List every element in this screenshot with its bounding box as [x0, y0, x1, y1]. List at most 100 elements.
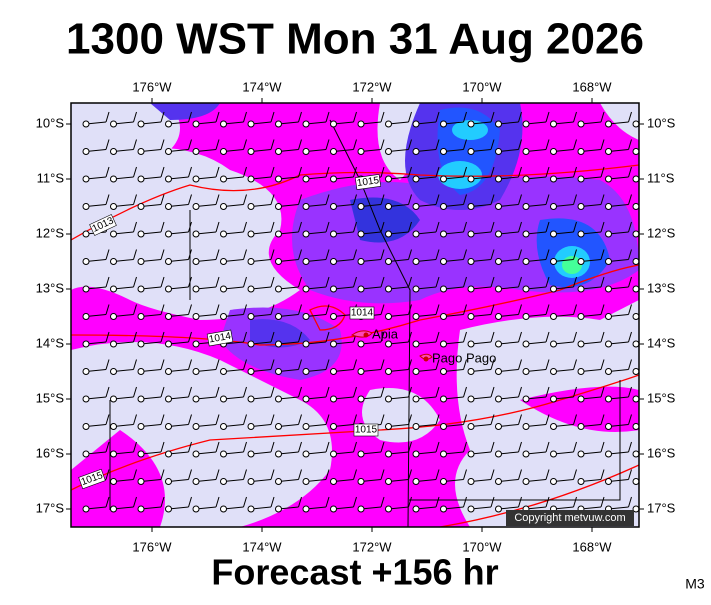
barb-flag	[325, 221, 330, 233]
barb-flag	[105, 441, 110, 453]
barb-station	[467, 285, 475, 293]
barb-station	[330, 203, 337, 210]
barb-station	[275, 368, 282, 375]
barb-flag	[656, 415, 659, 425]
isobar-label-text: 1014	[208, 331, 232, 346]
barb-station	[192, 368, 200, 375]
barb-flag	[353, 221, 357, 233]
barb-station	[137, 423, 145, 430]
barb-flag	[545, 304, 550, 315]
barb-station	[275, 450, 282, 458]
barb-station	[495, 175, 502, 183]
lat-label-right: 11°S	[647, 170, 675, 185]
isobar-label: 1015	[353, 423, 379, 437]
barb-station	[632, 285, 639, 293]
barb-flag	[298, 304, 302, 315]
barb-flag	[298, 194, 302, 205]
barb-station	[192, 313, 200, 320]
barb-station	[385, 258, 392, 265]
barb-station	[330, 505, 337, 513]
lon-label-top: 168°W	[572, 79, 612, 94]
barb-station	[275, 148, 282, 155]
barb-station	[330, 368, 337, 375]
barb-flag	[215, 469, 220, 480]
barb-flag	[353, 111, 357, 123]
barb-flag	[188, 331, 192, 343]
barb-flag	[188, 304, 192, 315]
lat-label-left: 10°S	[36, 115, 65, 130]
barb-flag	[270, 441, 275, 453]
barb-flag	[573, 386, 577, 398]
barb-flag	[380, 221, 385, 233]
barb-flag	[600, 249, 605, 260]
barb-flag	[353, 359, 357, 370]
barb-station	[522, 175, 530, 183]
barb-flag	[573, 139, 577, 150]
lat-label-left: 15°S	[36, 390, 65, 405]
barb-station	[220, 285, 227, 293]
barb-flag	[353, 386, 357, 398]
barb-station	[247, 203, 255, 210]
barb-flag	[435, 304, 440, 315]
barb-station	[247, 313, 255, 320]
barb-flag	[380, 469, 385, 480]
barb-station	[110, 340, 117, 348]
barb-station	[467, 450, 475, 458]
barb-station	[467, 120, 475, 128]
barb-flag	[188, 469, 192, 480]
lon-label-top: 176°W	[132, 79, 172, 94]
barb-flag	[573, 111, 577, 123]
barb-station	[247, 258, 255, 265]
lat-label-right: 14°S	[647, 335, 676, 350]
place-marker	[423, 356, 429, 362]
barb-station	[137, 203, 145, 210]
barb-flag	[215, 276, 220, 288]
barb-station	[330, 450, 337, 458]
barb-station	[605, 478, 612, 485]
barb-flag	[435, 139, 440, 150]
barb-station	[632, 313, 639, 320]
barb-flag	[298, 276, 302, 288]
barb-flag	[160, 111, 165, 123]
barb-flag	[105, 139, 110, 150]
barb-station	[467, 423, 475, 430]
barb-flag	[518, 496, 522, 508]
barb-flag	[435, 194, 440, 205]
barb-flag	[243, 304, 247, 315]
barb-station	[137, 285, 145, 293]
barb-station	[632, 340, 639, 348]
barb-station	[605, 395, 612, 403]
barb-station	[82, 175, 90, 183]
barb-station	[165, 368, 172, 375]
place-name: Pago Pago	[432, 350, 496, 365]
barb-flag	[243, 111, 247, 123]
barb-flag	[243, 331, 247, 343]
barb-flag	[518, 304, 522, 315]
barb-flag	[188, 221, 192, 233]
isobar-label-text: 1015	[356, 175, 380, 189]
barb-station	[110, 120, 117, 128]
barb-station	[330, 478, 337, 485]
barb-flag	[656, 360, 659, 370]
barb-flag	[353, 496, 357, 508]
barb-flag	[408, 469, 412, 480]
barb-station	[302, 258, 310, 265]
barb-flag	[325, 111, 330, 123]
barb-flag	[545, 469, 550, 480]
barb-station	[495, 368, 502, 375]
barb-flag	[628, 496, 632, 508]
barb-station	[440, 313, 447, 320]
barb-station	[522, 203, 530, 210]
place-marker	[363, 332, 369, 338]
barb-flag	[105, 386, 110, 398]
barb-flag	[408, 249, 412, 260]
barb-flag	[133, 496, 137, 508]
barb-station	[82, 203, 90, 210]
barb-station	[220, 258, 227, 265]
barb-flag	[380, 496, 385, 508]
barb-station	[110, 148, 117, 155]
barb-station	[385, 313, 392, 320]
barb-station	[577, 450, 585, 458]
barb-station	[467, 368, 475, 375]
barb-station	[302, 478, 310, 485]
